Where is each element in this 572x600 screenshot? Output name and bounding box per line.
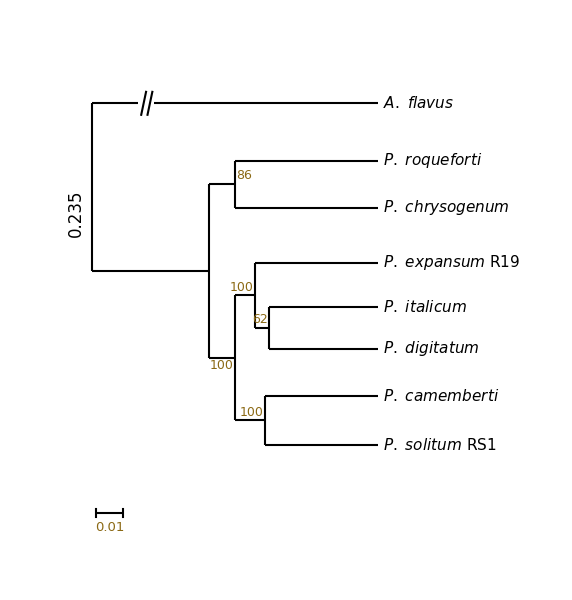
Text: 0.01: 0.01 <box>95 521 124 534</box>
Text: $\it{P.\ italicum}$: $\it{P.\ italicum}$ <box>383 299 467 315</box>
Text: $\it{P.\ camemberti}$: $\it{P.\ camemberti}$ <box>383 388 499 404</box>
Text: $\it{P.\ chrysogenum}$: $\it{P.\ chrysogenum}$ <box>383 198 510 217</box>
Text: $\it{P.\ roqueforti}$: $\it{P.\ roqueforti}$ <box>383 151 482 170</box>
Text: 100: 100 <box>240 406 264 419</box>
Text: $\it{P.\ solitum}$ RS1: $\it{P.\ solitum}$ RS1 <box>383 437 496 453</box>
Text: 100: 100 <box>230 281 253 293</box>
Text: 62: 62 <box>252 313 268 326</box>
Text: $\it{P.\ digitatum}$: $\it{P.\ digitatum}$ <box>383 339 479 358</box>
Text: 86: 86 <box>236 169 252 182</box>
Text: $\it{P.\ expansum}$ R19: $\it{P.\ expansum}$ R19 <box>383 253 520 272</box>
Text: 100: 100 <box>209 359 233 373</box>
Text: $\it{A.\ flavus}$: $\it{A.\ flavus}$ <box>383 95 454 112</box>
Text: 0.235: 0.235 <box>66 190 85 237</box>
